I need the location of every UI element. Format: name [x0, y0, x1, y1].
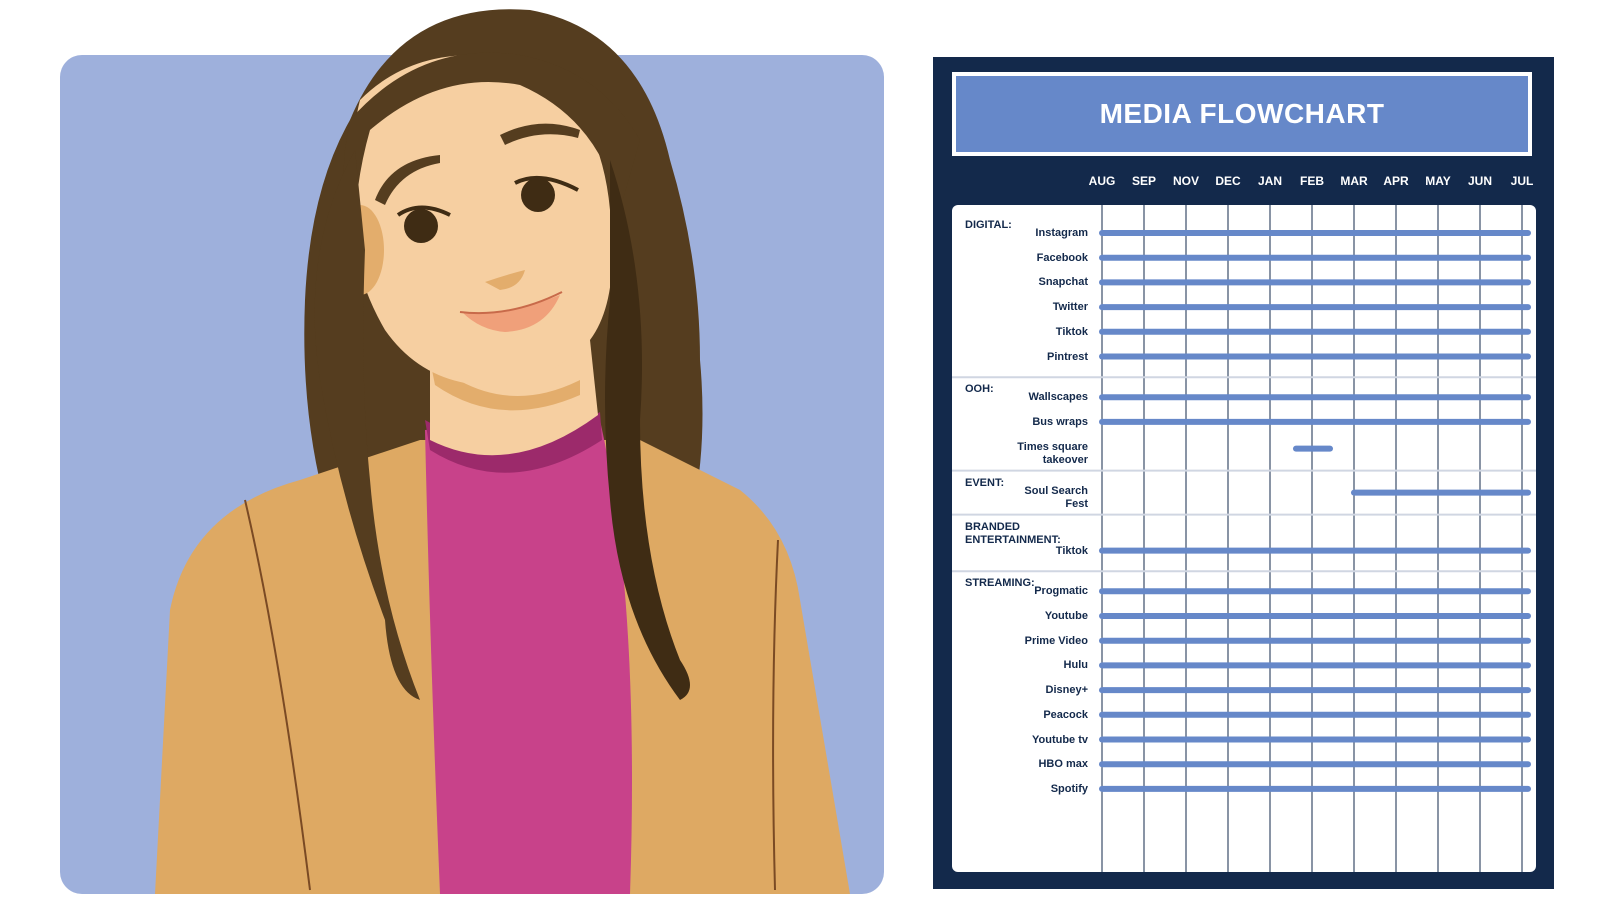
left-eye — [404, 209, 438, 243]
jacket-seam-right — [772, 539, 779, 891]
section-label: STREAMING: — [965, 577, 1035, 590]
woman-portrait-illustration — [60, 9, 884, 894]
row-label: Instagram — [1035, 227, 1088, 239]
row-label: Prime Video — [1024, 634, 1088, 647]
section-label: EVENT: — [965, 476, 1005, 489]
right-eye — [521, 178, 555, 212]
section-label: OOH: — [965, 383, 994, 396]
section-label: DIGITAL: — [965, 219, 1012, 231]
nose — [485, 270, 525, 290]
month-label: MAR — [1340, 174, 1368, 188]
month-label: FEB — [1300, 174, 1324, 188]
month-label: APR — [1383, 174, 1409, 188]
left-eyebrow — [375, 155, 440, 205]
flowchart-title: MEDIA FLOWCHART — [1099, 98, 1385, 129]
row-label: Facebook — [1036, 251, 1088, 264]
month-label: DEC — [1215, 174, 1241, 188]
row-label: Youtube — [1044, 610, 1088, 622]
jacket-seam-left — [244, 499, 311, 891]
month-axis: AUG SEP NOV DEC JAN FEB MAR APR MAY JUN JUL — [933, 174, 1554, 192]
right-eyelid — [514, 175, 579, 192]
row-label: Spotify — [1050, 782, 1088, 795]
section-label: BRANDED ENTERTAINMENT: — [965, 520, 1061, 546]
mouth-line — [459, 291, 563, 315]
flowchart-grid-svg — [952, 205, 1536, 872]
row-label: Tiktok — [1055, 544, 1088, 557]
left-eyelid — [396, 205, 451, 217]
right-eyebrow — [500, 123, 580, 145]
month-label: NOV — [1172, 174, 1199, 188]
row-label: Snapchat — [1038, 276, 1088, 289]
row-label: Bus wraps — [1032, 415, 1088, 428]
month-label: AUG — [1088, 174, 1116, 188]
flowchart-grid: DIGITAL: Instagram Facebook Snapchat Twitter… — [952, 205, 1536, 872]
month-label: JUL — [1510, 174, 1534, 188]
shirt-collar — [425, 412, 602, 473]
row-label: HBO max — [1038, 758, 1088, 771]
hair-strand-right — [605, 160, 690, 700]
media-flowchart-card: MEDIA FLOWCHART AUG SEP NOV DEC JAN FEB MAR APR… — [933, 57, 1554, 889]
hair-strand-left — [314, 150, 420, 700]
row-label: Wallscapes — [1028, 391, 1088, 404]
month-label: MAY — [1425, 174, 1451, 188]
neck-shadow — [430, 360, 580, 411]
row-label: Peacock — [1043, 708, 1088, 721]
row-label: Times square takeover — [1017, 440, 1088, 466]
row-label: Soul Search Fest — [1024, 484, 1088, 510]
row-label: Progmatic — [1034, 585, 1088, 598]
row-label: Disney+ — [1045, 684, 1089, 697]
month-label: JUN — [1467, 174, 1492, 188]
month-label: JAN — [1257, 174, 1282, 188]
row-label: Tiktok — [1055, 325, 1088, 338]
row-label: Youtube tv — [1031, 733, 1088, 746]
shirt — [425, 420, 632, 894]
flowchart-header: MEDIA FLOWCHART — [952, 72, 1532, 156]
row-label: Hulu — [1063, 659, 1088, 672]
row-label: Twitter — [1052, 301, 1088, 314]
hair-front — [343, 52, 640, 280]
month-label: SEP — [1131, 174, 1156, 188]
row-label: Pintrest — [1047, 350, 1088, 363]
